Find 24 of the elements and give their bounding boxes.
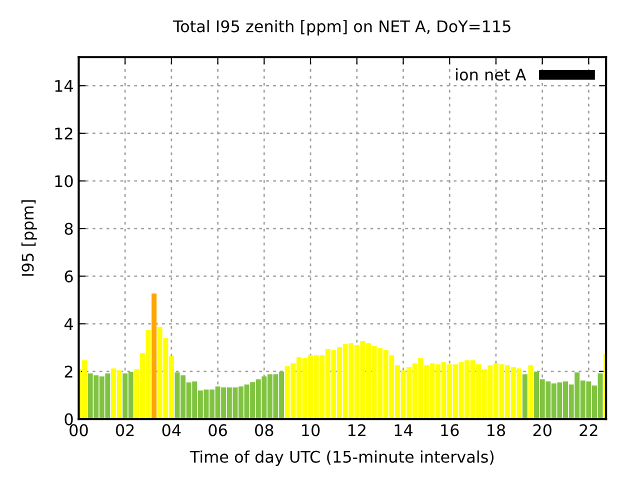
x-tick-label: 06	[208, 424, 227, 436]
y-tick-label: 2	[64, 366, 72, 378]
text: ion net A	[456, 68, 526, 81]
x-tick-label: 16	[441, 424, 459, 436]
x-tick-label: 14	[394, 424, 413, 436]
x-tick-label: 10	[302, 424, 320, 436]
x-tick-label: 02	[116, 424, 134, 436]
chart-title: Total I95 zenith [ppm] on NET A, DoY=115	[172, 20, 510, 36]
y-tick-label: 12	[55, 128, 72, 140]
y-tick-label: 10	[55, 175, 73, 188]
x-tick-label: 00	[70, 424, 88, 436]
y-tick-label: 8	[64, 222, 73, 235]
x-tick-label: 18	[488, 424, 506, 436]
x-tick-label: 22	[580, 424, 598, 436]
y-axis-title: I95 [ppm]	[21, 200, 37, 276]
y-tick-label: 14	[55, 80, 73, 92]
y-tick-label: 4	[64, 318, 73, 330]
y-tick-label: 6	[64, 270, 73, 282]
x-tick-label: 04	[162, 424, 181, 436]
x-tick-label: 12	[348, 424, 366, 436]
x-tick-label: 20	[533, 424, 552, 436]
y-tick-label: 0	[64, 413, 73, 426]
x-tick-label: 08	[255, 424, 274, 436]
x-axis-title: Time of day UTC (15-minute intervals)	[190, 450, 494, 466]
